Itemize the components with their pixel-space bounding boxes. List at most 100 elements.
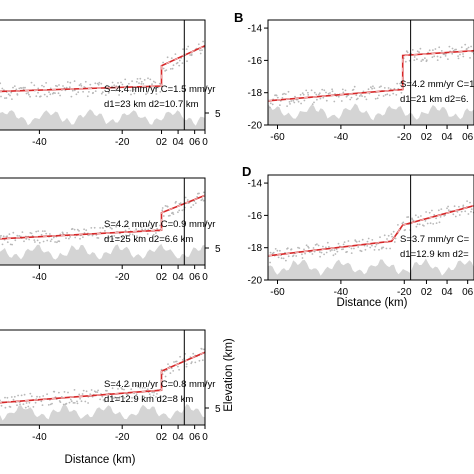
data-point bbox=[328, 246, 330, 248]
data-point bbox=[373, 249, 376, 251]
data-point bbox=[123, 397, 126, 399]
data-point bbox=[54, 241, 56, 243]
data-point bbox=[113, 84, 116, 87]
data-point bbox=[24, 86, 26, 89]
data-point bbox=[466, 48, 468, 50]
data-point bbox=[387, 234, 390, 237]
data-point bbox=[104, 94, 107, 96]
data-point bbox=[58, 84, 60, 86]
model-line-dash bbox=[0, 351, 205, 403]
data-point bbox=[436, 55, 439, 58]
data-point bbox=[72, 402, 75, 404]
data-point bbox=[143, 225, 146, 228]
data-point bbox=[305, 244, 308, 247]
data-point bbox=[274, 248, 277, 250]
data-point bbox=[20, 87, 23, 89]
x-tick-label: 06 bbox=[189, 137, 201, 148]
data-point bbox=[120, 387, 123, 389]
data-point bbox=[33, 84, 36, 87]
data-point bbox=[128, 227, 131, 230]
data-point bbox=[446, 207, 448, 210]
data-point bbox=[58, 391, 60, 394]
data-point bbox=[153, 87, 156, 90]
data-point bbox=[301, 253, 303, 256]
data-point bbox=[292, 99, 295, 102]
panel-b: -60 -40 -20 02 04 06 -14 -16 -18 -20 S=4.2 mm/yr C… bbox=[234, 10, 474, 143]
x-tick-label: 04 bbox=[441, 132, 453, 143]
data-point bbox=[283, 92, 285, 95]
data-point bbox=[164, 375, 167, 378]
data-point bbox=[81, 393, 84, 395]
data-point bbox=[51, 402, 53, 405]
data-point bbox=[340, 100, 343, 102]
data-point bbox=[391, 235, 393, 238]
y-tick-label: -14 bbox=[248, 179, 263, 190]
data-point bbox=[56, 241, 58, 244]
data-point bbox=[277, 256, 280, 259]
data-point bbox=[79, 237, 81, 240]
model-line-dash bbox=[268, 205, 474, 257]
data-point bbox=[69, 81, 72, 84]
data-point bbox=[367, 237, 370, 240]
data-point bbox=[4, 406, 7, 409]
data-point bbox=[62, 232, 64, 235]
data-point bbox=[322, 245, 324, 248]
data-point bbox=[156, 393, 158, 395]
data-point bbox=[378, 248, 380, 251]
plot-frame bbox=[0, 177, 206, 266]
data-point bbox=[358, 95, 361, 97]
data-point bbox=[7, 93, 10, 96]
data-point bbox=[0, 234, 2, 237]
data-point bbox=[73, 228, 76, 231]
data-point bbox=[358, 240, 361, 243]
data-point bbox=[153, 391, 155, 394]
data-point bbox=[80, 85, 83, 87]
data-point bbox=[198, 192, 200, 195]
data-point bbox=[181, 62, 184, 64]
data-point bbox=[169, 372, 172, 374]
x-tick-label: -60 bbox=[270, 132, 285, 143]
data-point bbox=[193, 200, 196, 203]
data-point bbox=[343, 241, 346, 244]
data-point bbox=[322, 96, 325, 99]
data-point bbox=[111, 387, 114, 390]
data-point bbox=[420, 60, 423, 62]
data-point bbox=[1, 243, 4, 246]
data-point bbox=[122, 237, 124, 240]
data-point bbox=[20, 394, 23, 397]
data-point bbox=[432, 223, 435, 225]
data-point bbox=[129, 233, 131, 236]
data-point bbox=[361, 238, 364, 241]
data-point bbox=[131, 233, 134, 236]
data-point bbox=[464, 210, 467, 213]
data-point bbox=[360, 250, 363, 253]
data-point bbox=[147, 77, 149, 80]
data-point bbox=[117, 82, 119, 84]
data-point bbox=[392, 92, 395, 95]
data-point bbox=[6, 241, 9, 244]
data-point bbox=[152, 80, 155, 83]
data-point bbox=[4, 97, 6, 99]
data-point bbox=[109, 226, 112, 229]
data-point bbox=[161, 209, 164, 212]
data-point bbox=[46, 95, 48, 98]
data-point bbox=[200, 199, 203, 202]
data-point bbox=[126, 393, 129, 396]
data-point bbox=[444, 55, 447, 57]
data-point bbox=[58, 240, 61, 243]
data-point bbox=[367, 88, 370, 91]
data-point bbox=[83, 228, 85, 231]
data-point bbox=[114, 396, 116, 399]
data-point bbox=[8, 233, 11, 236]
data-point bbox=[28, 401, 31, 404]
data-point bbox=[295, 255, 298, 257]
data-point bbox=[125, 234, 127, 237]
data-point bbox=[178, 64, 181, 67]
data-point bbox=[185, 363, 188, 365]
data-point bbox=[68, 86, 71, 89]
data-point bbox=[313, 91, 316, 94]
data-point bbox=[113, 235, 116, 237]
x-tick-label: 02 bbox=[156, 432, 168, 443]
data-point bbox=[9, 94, 11, 97]
